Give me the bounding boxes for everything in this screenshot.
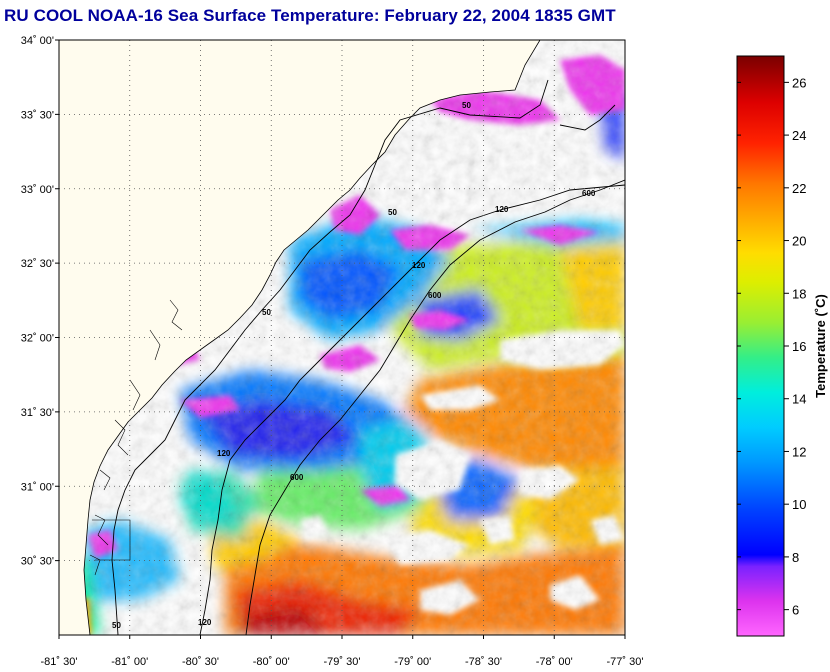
lat-tick-label: 31˚ 00' <box>21 481 54 493</box>
lat-tick-label: 31˚ 30' <box>21 407 54 419</box>
colorbar-tick-label: 10 <box>792 497 806 512</box>
colorbar-tick-label: 14 <box>792 392 806 407</box>
inland-waterways <box>89 299 183 576</box>
contour-label-600: 600 <box>428 291 442 300</box>
longitude-axis: -81˚ 30' -81˚ 00' -80˚ 30' -80˚ 00' -79˚ 30'… <box>41 635 644 668</box>
colorbar-title: Temperature (˚C) <box>813 294 828 398</box>
isobath-120m <box>199 104 625 635</box>
colorbar-tick-label: 16 <box>792 339 806 354</box>
isobath-contours <box>111 79 625 635</box>
isobath-50m <box>111 79 549 635</box>
lat-tick-label: 32˚ 30' <box>21 258 54 270</box>
contour-label-50: 50 <box>388 208 397 217</box>
contour-label-50: 50 <box>112 621 121 630</box>
contour-label-120: 120 <box>412 261 426 270</box>
lat-tick-label: 34˚ 00' <box>21 35 54 47</box>
colorbar: 6 8 10 12 14 16 18 20 22 24 26 Temperature (˚C) <box>736 55 828 637</box>
contour-label-120: 120 <box>217 449 231 458</box>
colorbar-tick-label: 22 <box>792 181 806 196</box>
contour-label-120: 120 <box>198 618 212 627</box>
lat-tick-label: 33˚ 00' <box>21 184 54 196</box>
latitude-axis: 34˚ 00' 33˚ 30' 33˚ 00' 32˚ 30' 32˚ 00' 31˚ 3… <box>21 35 59 568</box>
lon-tick-label: -78˚ 00' <box>536 656 573 668</box>
colorbar-tick-label: 26 <box>792 75 806 90</box>
lat-tick-label: 33˚ 30' <box>21 109 54 121</box>
lon-tick-label: -81˚ 30' <box>41 656 78 668</box>
contour-labels: 50 50 50 50 120 120 120 120 600 600 600 <box>112 101 596 630</box>
contour-label-120: 120 <box>495 205 509 214</box>
contour-label-50: 50 <box>462 101 471 110</box>
graticule <box>59 40 625 635</box>
map-title: RU COOL NOAA-16 Sea Surface Temperature:… <box>4 6 616 25</box>
colorbar-tick-label: 24 <box>792 128 806 143</box>
isobath-600m <box>245 179 625 635</box>
colorbar-tick-label: 12 <box>792 444 806 459</box>
contour-label-50: 50 <box>262 308 271 317</box>
coastline <box>83 40 541 635</box>
lon-tick-label: -78˚ 30' <box>465 656 502 668</box>
lat-tick-label: 30˚ 30' <box>21 556 54 568</box>
contour-label-600: 600 <box>290 473 304 482</box>
contour-label-600: 600 <box>582 189 596 198</box>
colorbar-gradient <box>736 55 785 637</box>
lon-tick-label: -79˚ 00' <box>394 656 431 668</box>
colorbar-tick-label: 8 <box>792 550 799 565</box>
colorbar-tick-label: 20 <box>792 234 806 249</box>
colorbar-tick-label: 6 <box>792 603 799 618</box>
colorbar-tick-label: 18 <box>792 286 806 301</box>
lon-tick-label: -80˚ 30' <box>182 656 219 668</box>
lat-tick-label: 32˚ 00' <box>21 333 54 345</box>
map-area: 50 50 50 50 120 120 120 120 600 600 600 <box>59 40 625 635</box>
colorbar-ticks: 6 8 10 12 14 16 18 20 22 24 26 <box>737 75 806 618</box>
lon-tick-label: -77˚ 30' <box>607 656 644 668</box>
lon-tick-label: -79˚ 30' <box>324 656 361 668</box>
lon-tick-label: -80˚ 00' <box>253 656 290 668</box>
lon-tick-label: -81˚ 00' <box>111 656 148 668</box>
